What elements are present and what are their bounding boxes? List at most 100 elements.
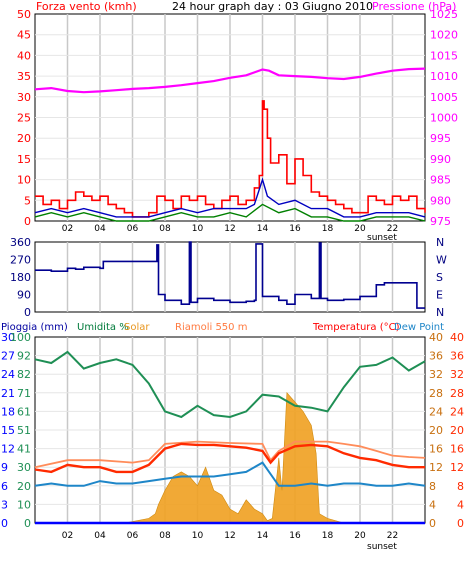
wind-x-tick-label: 08 (159, 224, 171, 234)
wind-direction-line (35, 241, 425, 309)
direction-compass-label: N (436, 306, 444, 319)
chart-title: 24 hour graph day : 03 Giugno 2010 (172, 0, 373, 13)
wind-y-tick-label: 10 (17, 174, 31, 187)
dew-y-tick-label: 40 (450, 331, 464, 344)
pressure-line (34, 67, 426, 94)
pressure-y-tick-label: 985 (430, 174, 451, 187)
dew-y-tick-label: 16 (450, 443, 464, 456)
humidity-y-tick-label: 92 (17, 350, 31, 363)
wind-x-tick-label: 10 (192, 224, 204, 234)
wind-x-tick-label: 18 (322, 224, 334, 234)
pressure-y-tick-labels: 975 980 985 990 995 1000 1005 1010 1015 1020 1025 (430, 8, 458, 228)
wind-avg-line (34, 177, 426, 218)
humidity-y-tick-label: 71 (17, 387, 31, 400)
legend-ground: Riamoli 550 m (175, 322, 247, 333)
pressure-y-tick-label: 1020 (430, 29, 458, 42)
rain-y-tick-label: 9 (1, 461, 8, 474)
humidity-y-tick-label: 0 (24, 517, 31, 530)
climate-x-tick-label: 02 (62, 531, 73, 541)
humidity-y-tick-label: 82 (17, 368, 31, 381)
dew-y-tick-label: 12 (450, 461, 464, 474)
dew-y-tick-label: 20 (450, 424, 464, 437)
direction-compass-label: S (436, 271, 443, 284)
wind-x-tick-label: 12 (224, 224, 235, 234)
humidity-y-tick-label: 10 (17, 498, 31, 511)
temperature-y-tick-label: 12 (429, 461, 443, 474)
wind-y-tick-label: 45 (17, 29, 31, 42)
temperature-y-tick-label: 40 (429, 331, 443, 344)
wind-axis-title: Forza vento (kmh) (36, 0, 137, 13)
pressure-y-tick-label: 1010 (430, 70, 458, 83)
direction-y-tick-label: 0 (24, 306, 31, 319)
wind-x-tick-label: 04 (94, 224, 106, 234)
climate-x-tick-label: 06 (127, 531, 139, 541)
rain-y-tick-label: 15 (1, 424, 15, 437)
wind-x-tick-label: 16 (289, 224, 301, 234)
climate-series (34, 350, 426, 525)
wind-x-tick-label: 14 (257, 224, 269, 234)
rain-y-tick-label: 6 (1, 480, 8, 493)
rain-y-tick-label: 0 (1, 517, 8, 530)
climate-x-tick-label: 14 (257, 531, 269, 541)
temperature-y-tick-label: 4 (429, 498, 436, 511)
pressure-y-tick-label: 1015 (430, 49, 458, 62)
direction-series (35, 241, 425, 309)
wind-y-tick-label: 15 (17, 153, 31, 166)
pressure-y-tick-label: 990 (430, 153, 451, 166)
wind-series (34, 67, 426, 222)
pressure-y-tick-label: 995 (430, 132, 451, 145)
direction-y-tick-label: 360 (10, 236, 31, 249)
pressure-y-tick-label: 1000 (430, 112, 458, 125)
climate-x-tick-label: 18 (322, 531, 334, 541)
climate-x-tick-label: 08 (159, 531, 171, 541)
wind-y-tick-label: 40 (17, 49, 31, 62)
wind-y-tick-label: 35 (17, 70, 31, 83)
legend-dew-point: Dew Point (394, 322, 444, 333)
humidity-line (34, 350, 426, 419)
wind-x-tick-label: 02 (62, 224, 73, 234)
direction-compass-label: W (436, 254, 447, 267)
pressure-y-tick-label: 975 (430, 215, 451, 228)
rain-y-tick-label: 21 (1, 387, 15, 400)
pressure-y-tick-label: 1025 (430, 8, 458, 21)
direction-compass-label: E (436, 289, 443, 302)
wind-x-tick-label: 20 (354, 224, 366, 234)
dew-y-tick-label: 24 (450, 405, 464, 418)
rain-y-tick-label: 24 (1, 368, 15, 381)
rain-y-tick-label: 27 (1, 350, 15, 363)
dew-y-tick-label: 4 (457, 498, 464, 511)
climate-x-tick-label: 12 (224, 531, 235, 541)
dew-y-tick-label: 28 (450, 387, 464, 400)
temperature-y-tick-label: 8 (429, 480, 436, 493)
dew-y-tick-label: 8 (457, 480, 464, 493)
wind-y-tick-label: 25 (17, 112, 31, 125)
humidity-y-tick-label: 30 (17, 461, 31, 474)
rain-y-tick-label: 30 (1, 331, 15, 344)
temperature-y-tick-label: 32 (429, 368, 443, 381)
dew-y-tick-label: 0 (457, 517, 464, 530)
rain-y-tick-label: 12 (1, 443, 15, 456)
pressure-y-tick-label: 980 (430, 194, 451, 207)
rain-y-tick-label: 3 (1, 498, 8, 511)
wind-y-tick-label: 30 (17, 91, 31, 104)
wind-gust-line (35, 100, 426, 218)
humidity-y-tick-label: 41 (17, 443, 31, 456)
wind-y-tick-label: 20 (17, 132, 31, 145)
top-sunset-label: sunset (367, 233, 397, 243)
climate-x-tick-label: 20 (354, 531, 366, 541)
climate-x-tick-label: 04 (94, 531, 106, 541)
climate-x-tick-label: 22 (387, 531, 398, 541)
temperature-y-tick-label: 20 (429, 424, 443, 437)
temperature-y-tick-label: 28 (429, 387, 443, 400)
temperature-y-tick-label: 36 (429, 350, 443, 363)
direction-y-tick-label: 180 (10, 271, 31, 284)
climate-x-tick-label: 16 (289, 531, 301, 541)
temperature-y-tick-label: 16 (429, 443, 443, 456)
wind-y-tick-labels: 0 5 10 15 20 25 30 35 40 45 50 (17, 8, 31, 228)
climate-x-tick-labels: 02 04 06 08 10 12 14 16 18 20 22 (62, 531, 398, 541)
